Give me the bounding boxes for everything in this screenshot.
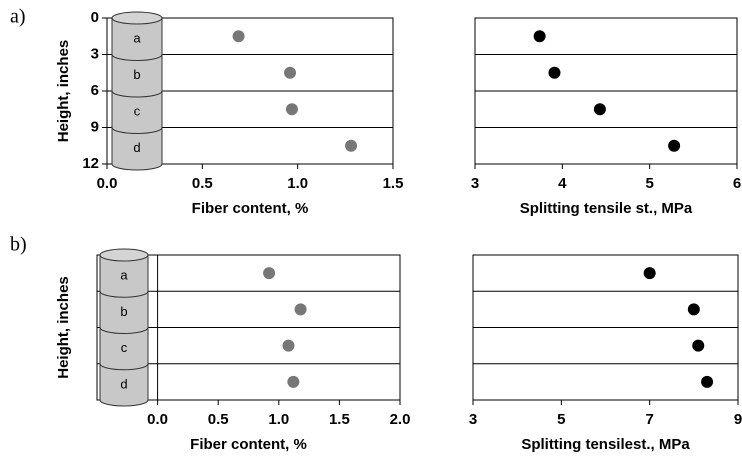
segment-label: b xyxy=(133,67,140,82)
x-axis-label: Splitting tensilest., MPa xyxy=(521,436,690,453)
data-point xyxy=(263,267,275,279)
data-point xyxy=(692,340,704,352)
x-tick-label: 1.0 xyxy=(287,175,308,192)
segment-label: d xyxy=(120,376,127,391)
figure: a) b) 0.0 0.5 1.0 1.5 0 3 6 9 12 Fiber content, %… xyxy=(0,0,742,461)
x-axis-label: Fiber content, % xyxy=(192,200,309,217)
data-point xyxy=(284,67,296,79)
data-point xyxy=(594,103,606,115)
y-tick-label: 9 xyxy=(91,118,99,135)
panel-label: b) xyxy=(10,234,27,256)
x-tick-label: 6 xyxy=(733,175,741,192)
segment-label: c xyxy=(121,340,128,355)
segment-label: b xyxy=(120,304,127,319)
data-point xyxy=(287,376,299,388)
panel-label: a) xyxy=(10,6,26,28)
x-tick-label: 3 xyxy=(469,411,477,428)
y-tick-label: 3 xyxy=(91,45,99,62)
x-tick-label: 5 xyxy=(557,411,565,428)
y-axis-label: Height, inches xyxy=(55,276,72,379)
x-tick-label: 3 xyxy=(471,175,479,192)
data-point xyxy=(345,140,357,152)
data-point xyxy=(688,303,700,315)
x-tick-label: 7 xyxy=(645,411,653,428)
segment-label: a xyxy=(120,268,128,283)
x-tick-label: 1.5 xyxy=(383,175,404,192)
segment-label: a xyxy=(133,31,141,46)
data-point xyxy=(286,103,298,115)
x-tick-label: 0.0 xyxy=(147,411,168,428)
y-axis-label: Height, inches xyxy=(55,40,72,143)
x-tick-label: 9 xyxy=(734,411,742,428)
data-point xyxy=(644,267,656,279)
cylinder-top xyxy=(100,249,148,261)
segment-label: d xyxy=(133,140,140,155)
data-point xyxy=(233,30,245,42)
x-axis-label: Fiber content, % xyxy=(190,436,307,453)
data-point xyxy=(282,340,294,352)
data-point xyxy=(548,67,560,79)
x-tick-label: 0.0 xyxy=(97,175,118,192)
data-point xyxy=(295,303,307,315)
x-tick-label: 1.0 xyxy=(268,411,289,428)
x-axis-label: Splitting tensile st., MPa xyxy=(520,200,693,217)
x-tick-label: 4 xyxy=(558,175,567,192)
y-tick-label: 12 xyxy=(82,155,99,172)
x-tick-label: 2.0 xyxy=(390,411,411,428)
y-tick-label: 0 xyxy=(91,9,99,26)
data-point xyxy=(701,376,713,388)
x-tick-label: 0.5 xyxy=(208,411,229,428)
x-tick-label: 0.5 xyxy=(192,175,213,192)
x-tick-label: 1.5 xyxy=(329,411,350,428)
segment-label: c xyxy=(134,104,141,119)
x-tick-label: 5 xyxy=(645,175,653,192)
data-point xyxy=(668,140,680,152)
cylinder-top xyxy=(112,12,162,24)
data-point xyxy=(534,30,546,42)
y-tick-label: 6 xyxy=(91,82,99,99)
